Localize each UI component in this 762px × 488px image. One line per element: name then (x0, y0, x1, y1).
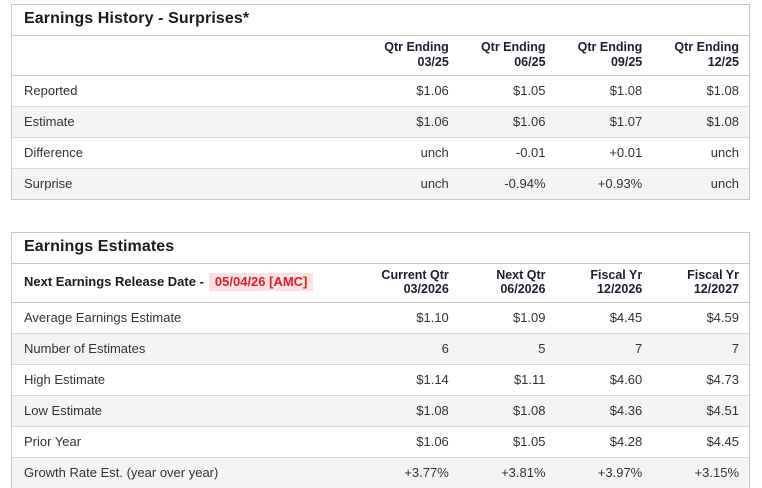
earnings-history-value-cell: -0.01 (515, 144, 546, 160)
earnings-estimates-header-row: Next Earnings Release Date -05/04/26 [AM… (12, 263, 749, 303)
earnings-estimates-value-cell: $4.45 (609, 310, 643, 325)
earnings-history-title: Earnings History - Surprises* (12, 5, 749, 36)
earnings-estimates-table: Next Earnings Release Date -05/04/26 [AM… (12, 263, 749, 488)
earnings-estimates-value-cell: $4.36 (609, 403, 643, 418)
earnings-history-value-cell: $1.08 (609, 82, 643, 98)
earnings-estimates-value-cell: $4.51 (706, 403, 739, 418)
earnings-estimates-row-label: High Estimate (24, 372, 105, 387)
earnings-history-value-cell: $1.06 (416, 82, 449, 98)
earnings-history-row: Reported $1.06 $1.05 $1.08 $1.08 (12, 75, 749, 106)
earnings-estimates-value-cell: $1.05 (512, 434, 546, 449)
earnings-estimates-value-cell: $1.14 (416, 372, 449, 387)
earnings-history-row: Difference unch -0.01 +0.01 unch (12, 137, 749, 168)
earnings-history-row-label: Difference (24, 144, 84, 160)
release-date-label: Next Earnings Release Date - (24, 274, 204, 290)
earnings-history-column-header: Qtr Ending 09/25 (555, 36, 653, 76)
earnings-estimates-value-cell: $4.28 (609, 434, 643, 449)
earnings-estimates-value-cell: +3.97% (597, 465, 643, 480)
earnings-estimates-value-cell: +3.81% (501, 465, 546, 480)
earnings-estimates-column-header: Fiscal Yr 12/2026 (555, 263, 653, 303)
earnings-estimates-row-label: Prior Year (24, 434, 82, 449)
earnings-history-value-cell: $1.08 (706, 113, 739, 129)
earnings-estimates-value-cell: 5 (538, 341, 546, 356)
earnings-estimates-value-cell: 7 (731, 341, 739, 356)
earnings-estimates-column-header: Fiscal Yr 12/2027 (652, 263, 749, 303)
earnings-history-row-label: Estimate (24, 113, 75, 129)
earnings-history-row: Estimate $1.06 $1.06 $1.07 $1.08 (12, 106, 749, 137)
earnings-estimates-row: Growth Rate Est. (year over year) +3.77% +… (12, 457, 749, 488)
earnings-history-value-cell: $1.05 (512, 82, 546, 98)
earnings-history-value-cell: +0.01 (609, 144, 643, 160)
earnings-estimates-value-cell: +3.77% (404, 465, 449, 480)
earnings-estimates-body: Average Earnings Estimate $1.10 $1.09 $4.45… (12, 303, 749, 488)
earnings-estimates-value-cell: $1.09 (512, 310, 546, 325)
earnings-estimates-row: Prior Year $1.06 $1.05 $4.28 $4.45 (12, 426, 749, 458)
earnings-estimates-value-cell: $1.08 (416, 403, 449, 418)
earnings-history-value-cell: unch (420, 144, 449, 160)
earnings-history-value-cell: unch (710, 144, 739, 160)
earnings-estimates-row-label: Average Earnings Estimate (24, 310, 182, 325)
earnings-estimates-column-header: Next Qtr 06/2026 (458, 263, 556, 303)
earnings-estimates-value-cell: $1.10 (416, 310, 449, 325)
earnings-history-empty-header-cell (12, 36, 363, 76)
earnings-estimates-row: Low Estimate $1.08 $1.08 $4.36 $4.51 (12, 395, 749, 427)
next-earnings-release-cell: Next Earnings Release Date -05/04/26 [AM… (12, 263, 363, 303)
earnings-estimates-row-label: Number of Estimates (24, 341, 146, 356)
earnings-history-value-cell: unch (710, 175, 739, 191)
earnings-history-row-label: Reported (24, 82, 78, 98)
release-date-value: 05/04/26 [AMC] (208, 273, 314, 292)
earnings-history-row-label: Surprise (24, 175, 73, 191)
earnings-estimates-row: High Estimate $1.14 $1.11 $4.60 $4.73 (12, 364, 749, 396)
earnings-history-row: Surprise unch -0.94% +0.93% unch (12, 168, 749, 199)
earnings-estimates-value-cell: $4.60 (609, 372, 643, 387)
earnings-history-value-cell: unch (420, 175, 449, 191)
earnings-estimates-column-header: Current Qtr 03/2026 (362, 263, 459, 303)
earnings-estimates-title: Earnings Estimates (12, 233, 749, 264)
earnings-estimates-value-cell: +3.15% (694, 465, 739, 480)
earnings-estimates-value-cell: $4.45 (706, 434, 739, 449)
earnings-history-body: Reported $1.06 $1.05 $1.08 $1.08 Estimate $1.0… (12, 75, 749, 199)
earnings-estimates-value-cell: $4.73 (706, 372, 739, 387)
earnings-history-header-row: Qtr Ending 03/25 Qtr Ending 06/25 Qtr Ending… (12, 36, 749, 76)
earnings-estimates-value-cell: $4.59 (706, 310, 739, 325)
earnings-estimates-value-cell: 6 (441, 341, 449, 356)
earnings-estimates-value-cell: $1.11 (513, 372, 546, 387)
earnings-history-column-header: Qtr Ending 03/25 (362, 36, 459, 76)
earnings-estimates-row: Number of Estimates 6 5 7 7 (12, 333, 749, 365)
earnings-history-value-cell: +0.93% (597, 175, 643, 191)
earnings-history-value-cell: $1.06 (512, 113, 546, 129)
earnings-history-value-cell: $1.06 (416, 113, 449, 129)
earnings-estimates-value-cell: 7 (635, 341, 643, 356)
earnings-history-value-cell: $1.07 (609, 113, 643, 129)
earnings-estimates-section: Earnings Estimates Next Earnings Release… (11, 231, 750, 488)
earnings-history-table: Qtr Ending 03/25 Qtr Ending 06/25 Qtr Ending… (12, 36, 749, 199)
earnings-estimates-row-label: Growth Rate Est. (year over year) (24, 465, 219, 480)
earnings-estimates-value-cell: $1.06 (416, 434, 449, 449)
earnings-estimates-row: Average Earnings Estimate $1.10 $1.09 $4.45… (12, 303, 749, 334)
earnings-history-value-cell: -0.94% (504, 175, 546, 191)
earnings-history-column-header: Qtr Ending 06/25 (458, 36, 556, 76)
earnings-estimates-row-label: Low Estimate (24, 403, 103, 418)
earnings-history-column-header: Qtr Ending 12/25 (652, 36, 749, 76)
earnings-estimates-value-cell: $1.08 (512, 403, 546, 418)
earnings-history-value-cell: $1.08 (706, 82, 739, 98)
earnings-history-section: Earnings History - Surprises* Qtr Ending… (11, 4, 750, 200)
